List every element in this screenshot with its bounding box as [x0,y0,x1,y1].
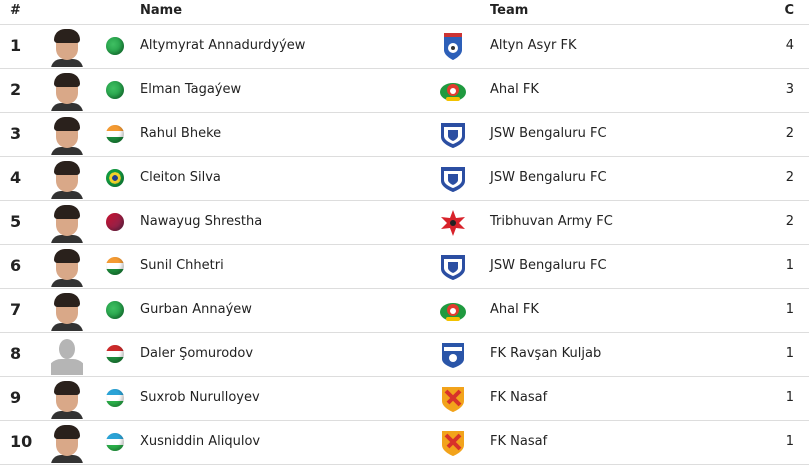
table-row[interactable]: 8 Daler Şomurodov FK Ravşan Kuljab 1 [0,333,809,377]
team-logo-bengaluru-icon [440,165,466,193]
team-logo-nasaf-icon [440,385,466,413]
player-photo [51,293,83,331]
team-name[interactable]: JSW Bengaluru FC [490,170,607,185]
table-row[interactable]: 3 Rahul Bheke JSW Bengaluru FC 2 [0,113,809,157]
rank: 5 [10,212,22,231]
player-name[interactable]: Cleiton Silva [140,170,221,185]
player-photo [51,425,83,463]
team-logo-tribhuvan-icon [440,209,466,237]
flag-india-icon [106,257,124,275]
flag-turkmenistan-icon [106,37,124,55]
header-team[interactable]: Team [490,3,529,18]
table-row[interactable]: 5 Nawayug Shrestha Tribhuvan Army FC 2 [0,201,809,245]
team-logo-nasaf-icon [440,429,466,457]
count-value: 1 [785,390,794,405]
team-logo-ahal-icon [440,297,466,325]
flag-nepal-icon [106,213,124,231]
player-name[interactable]: Elman Tagaýew [140,82,242,97]
player-name[interactable]: Nawayug Shrestha [140,214,263,229]
header-name[interactable]: Name [140,3,183,18]
player-name[interactable]: Daler Şomurodov [140,346,254,361]
count-value: 3 [785,82,794,97]
rank: 7 [10,300,22,319]
count-value: 2 [785,214,794,229]
flag-brazil-icon [106,169,124,187]
team-name[interactable]: JSW Bengaluru FC [490,126,607,141]
table-header: # Name Team C [0,0,809,25]
flag-turkmenistan-icon [106,81,124,99]
player-photo [51,161,83,199]
team-name[interactable]: Altyn Asyr FK [490,38,577,53]
player-photo [51,381,83,419]
team-name[interactable]: FK Ravşan Kuljab [490,346,602,361]
flag-tajikistan-icon [106,345,124,363]
team-logo-bengaluru-icon [440,121,466,149]
player-name[interactable]: Xusniddin Aliqulov [140,434,261,449]
team-name[interactable]: FK Nasaf [490,390,548,405]
player-photo [51,337,83,375]
flag-uzbekistan-icon [106,389,124,407]
player-photo [51,249,83,287]
count-value: 1 [785,258,794,273]
rank: 6 [10,256,22,275]
header-count[interactable]: C [784,3,794,18]
table-row[interactable]: 2 Elman Tagaýew Ahal FK 3 [0,69,809,113]
count-value: 1 [785,302,794,317]
rank: 4 [10,168,22,187]
team-logo-altyn-asyr-icon [440,33,466,61]
flag-turkmenistan-icon [106,301,124,319]
count-value: 1 [785,346,794,361]
player-photo [51,73,83,111]
player-name[interactable]: Gurban Annaýew [140,302,252,317]
rank: 2 [10,80,22,99]
rank: 10 [10,432,33,451]
flag-uzbekistan-icon [106,433,124,451]
player-photo [51,117,83,155]
team-name[interactable]: Ahal FK [490,302,539,317]
table-row[interactable]: 9 Suxrob Nurulloyev FK Nasaf 1 [0,377,809,421]
count-value: 1 [785,434,794,449]
player-name[interactable]: Rahul Bheke [140,126,222,141]
team-logo-bengaluru-icon [440,253,466,281]
count-value: 4 [785,38,794,53]
player-name[interactable]: Sunil Chhetri [140,258,224,273]
player-table: 1 Altymyrat Annadurdyýew Altyn Asyr FK 4… [0,25,809,465]
rank: 8 [10,344,22,363]
team-name[interactable]: Ahal FK [490,82,539,97]
player-name[interactable]: Altymyrat Annadurdyýew [140,38,306,53]
team-name[interactable]: Tribhuvan Army FC [490,214,613,229]
rank: 1 [10,36,22,55]
team-name[interactable]: JSW Bengaluru FC [490,258,607,273]
player-name[interactable]: Suxrob Nurulloyev [140,390,260,405]
team-logo-ahal-icon [440,77,466,105]
table-row[interactable]: 6 Sunil Chhetri JSW Bengaluru FC 1 [0,245,809,289]
table-row[interactable]: 7 Gurban Annaýew Ahal FK 1 [0,289,809,333]
count-value: 2 [785,170,794,185]
rank: 3 [10,124,22,143]
table-row[interactable]: 1 Altymyrat Annadurdyýew Altyn Asyr FK 4 [0,25,809,69]
count-value: 2 [785,126,794,141]
header-rank[interactable]: # [10,3,21,18]
player-photo [51,29,83,67]
flag-india-icon [106,125,124,143]
team-name[interactable]: FK Nasaf [490,434,548,449]
table-row[interactable]: 10 Xusniddin Aliqulov FK Nasaf 1 [0,421,809,465]
team-logo-ravshan-icon [440,341,466,369]
rank: 9 [10,388,22,407]
player-photo [51,205,83,243]
table-row[interactable]: 4 Cleiton Silva JSW Bengaluru FC 2 [0,157,809,201]
